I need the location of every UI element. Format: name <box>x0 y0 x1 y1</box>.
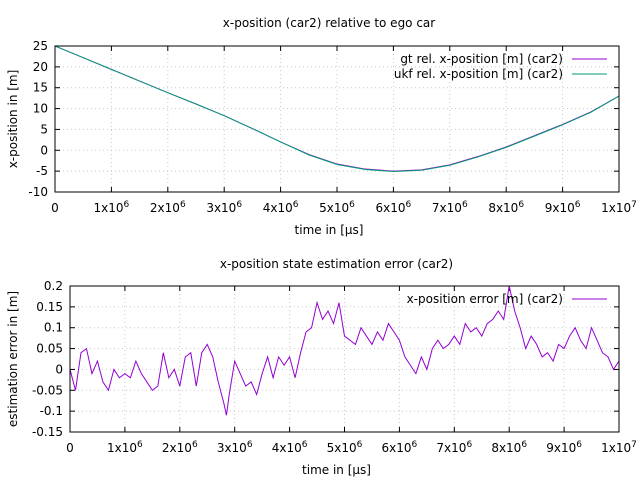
y-tick-label: 15 <box>33 81 48 95</box>
y-tick-label: -0.15 <box>32 425 63 439</box>
x-tick-label: 6x106 <box>382 440 418 455</box>
x-tick-label: 3x106 <box>217 440 253 455</box>
x-tick-label: 1x106 <box>94 200 130 215</box>
x-tick-label: 9x106 <box>546 440 582 455</box>
x-tick-label: 5x106 <box>319 200 355 215</box>
y-tick-label: 5 <box>40 122 48 136</box>
x-tick-label: 0 <box>66 441 74 455</box>
plot-border <box>54 45 620 193</box>
y-tick-label: 20 <box>33 60 48 74</box>
x-tick-label: 8x106 <box>491 440 527 455</box>
y-tick-label: 0.05 <box>36 342 63 356</box>
x-tick-label: 1x107 <box>601 440 637 455</box>
chart-title: x-position state estimation error (car2) <box>220 257 453 271</box>
y-tick-label: 0 <box>55 362 63 376</box>
x-tick-label: 1x106 <box>107 440 143 455</box>
chart-2: x-position state estimation error (car2)… <box>6 257 637 477</box>
y-tick-label: 25 <box>33 39 48 53</box>
x-tick-label: 4x106 <box>263 200 299 215</box>
y-tick-label: -0.1 <box>40 404 63 418</box>
y-tick-label: 0.1 <box>44 321 63 335</box>
legend-label-2: ukf rel. x-position [m] (car2) <box>394 67 563 81</box>
y-axis-label: estimation error in [m] <box>6 291 20 427</box>
x-tick-label: 7x106 <box>432 200 468 215</box>
x-axis-label: time in [μs] <box>295 223 364 237</box>
y-tick-label: 0 <box>40 143 48 157</box>
y-tick-label: 0.15 <box>36 300 63 314</box>
plot-border <box>69 285 620 433</box>
x-tick-label: 6x106 <box>376 200 412 215</box>
y-tick-label: 0.2 <box>44 279 63 293</box>
chart-1: x-position (car2) relative to ego car 0 1x… <box>6 16 637 237</box>
y-tick-label: -10 <box>28 185 48 199</box>
x-tick-label: 1x107 <box>601 200 637 215</box>
y-tick-label: 10 <box>33 102 48 116</box>
x-tick-label: 2x106 <box>150 200 186 215</box>
x-tick-label: 0 <box>51 201 59 215</box>
x-tick-label: 9x106 <box>545 200 581 215</box>
x-tick-label: 2x106 <box>162 440 198 455</box>
series-line-2 <box>55 46 619 173</box>
legend-label-1: gt rel. x-position [m] (car2) <box>400 52 563 66</box>
x-tick-label: 3x106 <box>206 200 242 215</box>
y-tick-label: -0.05 <box>32 383 63 397</box>
x-tick-label: 5x106 <box>327 440 363 455</box>
series-line-1 <box>70 286 619 416</box>
legend-label-1: x-position error [m] (car2) <box>407 292 563 306</box>
y-axis-label: x-position in [m] <box>6 70 20 169</box>
x-tick-label: 4x106 <box>272 440 308 455</box>
x-axis-label: time in [μs] <box>302 463 371 477</box>
chart-title: x-position (car2) relative to ego car <box>223 16 436 30</box>
x-tick-label: 7x106 <box>436 440 472 455</box>
x-tick-label: 8x106 <box>488 200 524 215</box>
y-tick-label: -5 <box>36 164 48 178</box>
